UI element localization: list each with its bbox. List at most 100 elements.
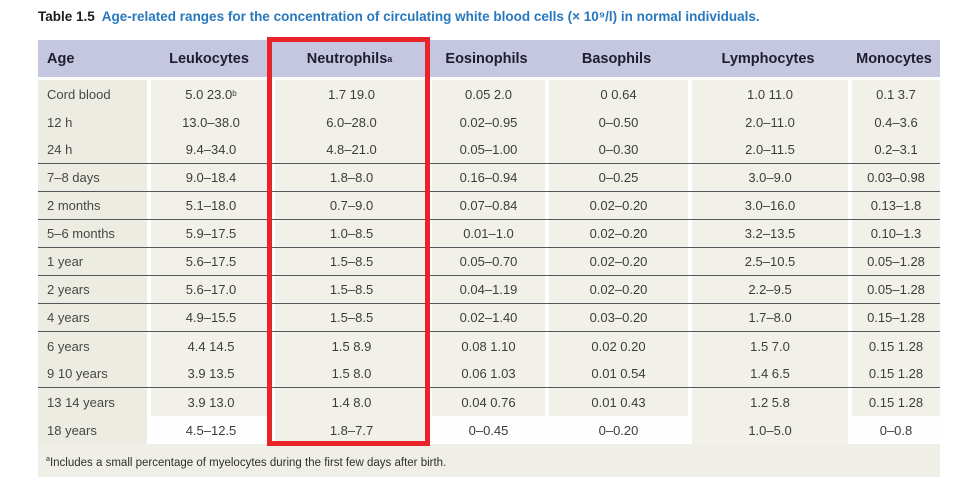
cell-eosinophils: 0.02–0.95 (428, 108, 545, 136)
table-row: 2 months 5.1–18.0 0.7–9.0 0.07–0.84 0.02… (38, 192, 940, 220)
cell-monocytes: 0–0.8 (848, 416, 940, 444)
cell-monocytes: 0.15–1.28 (848, 304, 940, 331)
cell-eosinophils: 0.05–1.00 (428, 136, 545, 163)
header-monocytes: Monocytes (856, 50, 932, 67)
cell-basophils: 0.02–0.20 (545, 220, 688, 247)
cell-age: 13 14 years (38, 388, 147, 416)
table-number: Table 1.5 (38, 9, 95, 24)
cell-basophils: 0 0.64 (545, 80, 688, 108)
cell-monocytes: 0.03–0.98 (848, 164, 940, 191)
table-row: Cord blood 5.0 23.0 b 1.7 19.0 0.05 2.0 0… (38, 80, 940, 108)
cell-lymphocytes: 1.2 5.8 (688, 388, 848, 416)
cell-lymphocytes: 3.0–9.0 (688, 164, 848, 191)
table-title: Table 1.5 Age-related ranges for the conc… (38, 9, 760, 24)
table-row: 6 years 4.4 14.5 1.5 8.9 0.08 1.10 0.02 … (38, 332, 940, 360)
cell-monocytes: 0.05–1.28 (848, 248, 940, 275)
header-neutrophils: Neutrophils a (306, 50, 393, 67)
cell-leukocytes: 3.9 13.5 (147, 360, 271, 387)
cell-age: 4 years (38, 304, 147, 331)
cell-eosinophils: 0–0.45 (428, 416, 545, 444)
cell-monocytes: 0.2–3.1 (848, 136, 940, 163)
cell-age: 9 10 years (38, 360, 147, 387)
cell-monocytes: 0.13–1.8 (848, 192, 940, 219)
cell-neutrophils: 4.8–21.0 (271, 136, 428, 163)
cell-eosinophils: 0.07–0.84 (428, 192, 545, 219)
cell-age: 18 years (38, 416, 147, 444)
cell-basophils: 0–0.30 (545, 136, 688, 163)
cell-neutrophils: 1.4 8.0 (271, 388, 428, 416)
cell-lymphocytes: 1.0 11.0 (688, 80, 848, 108)
cell-neutrophils: 1.8–8.0 (271, 164, 428, 191)
table-row: 2 years 5.6–17.0 1.5–8.5 0.04–1.19 0.02–… (38, 276, 940, 304)
cell-leukocytes: 4.4 14.5 (147, 332, 271, 360)
cell-neutrophils: 0.7–9.0 (271, 192, 428, 219)
header-leukocytes: Leukocytes (169, 50, 249, 67)
cell-basophils: 0–0.50 (545, 108, 688, 136)
table-row: 4 years 4.9–15.5 1.5–8.5 0.02–1.40 0.03–… (38, 304, 940, 332)
cell-monocytes: 0.15 1.28 (848, 388, 940, 416)
cell-lymphocytes: 2.2–9.5 (688, 276, 848, 303)
cell-neutrophils: 1.7 19.0 (271, 80, 428, 108)
cell-basophils: 0.02–0.20 (545, 248, 688, 275)
cell-leukocytes: 9.0–18.4 (147, 164, 271, 191)
cell-leukocytes: 9.4–34.0 (147, 136, 271, 163)
table-row: 13 14 years 3.9 13.0 1.4 8.0 0.04 0.76 0… (38, 388, 940, 416)
cell-basophils: 0.02–0.20 (545, 276, 688, 303)
cell-monocytes: 0.10–1.3 (848, 220, 940, 247)
cell-age: 7–8 days (38, 164, 147, 191)
cell-leukocytes: 13.0–38.0 (147, 108, 271, 136)
cell-lymphocytes: 1.5 7.0 (688, 332, 848, 360)
cell-lymphocytes: 1.0–5.0 (688, 416, 848, 444)
table-body: Cord blood 5.0 23.0 b 1.7 19.0 0.05 2.0 0… (38, 80, 940, 444)
header-lymphocytes: Lymphocytes (721, 50, 815, 67)
footnote-marker: a (46, 455, 50, 464)
cell-lymphocytes: 2.0–11.5 (688, 136, 848, 163)
cell-eosinophils: 0.05 2.0 (428, 80, 545, 108)
cell-monocytes: 0.05–1.28 (848, 276, 940, 303)
cell-age: 24 h (38, 136, 147, 163)
table-row: 1 year 5.6–17.5 1.5–8.5 0.05–0.70 0.02–0… (38, 248, 940, 276)
cell-leukocytes: 5.6–17.0 (147, 276, 271, 303)
cell-leukocytes: 5.6–17.5 (147, 248, 271, 275)
cell-eosinophils: 0.02–1.40 (428, 304, 545, 331)
cell-age: Cord blood (38, 80, 147, 108)
cell-basophils: 0–0.25 (545, 164, 688, 191)
cell-age: 12 h (38, 108, 147, 136)
cell-neutrophils: 1.5–8.5 (271, 304, 428, 331)
cell-lymphocytes: 2.0–11.0 (688, 108, 848, 136)
cell-eosinophils: 0.06 1.03 (428, 360, 545, 387)
header-basophils: Basophils (581, 50, 652, 67)
cell-basophils: 0–0.20 (545, 416, 688, 444)
cell-eosinophils: 0.05–0.70 (428, 248, 545, 275)
footnote-text: Includes a small percentage of myelocyte… (49, 457, 447, 469)
cell-basophils: 0.01 0.54 (545, 360, 688, 387)
cell-neutrophils: 1.5 8.9 (271, 332, 428, 360)
cell-eosinophils: 0.16–0.94 (428, 164, 545, 191)
cell-basophils: 0.02–0.20 (545, 192, 688, 219)
cell-neutrophils: 1.5–8.5 (271, 276, 428, 303)
cell-lymphocytes: 1.7–8.0 (688, 304, 848, 331)
cell-monocytes: 0.15 1.28 (848, 332, 940, 360)
cell-basophils: 0.03–0.20 (545, 304, 688, 331)
table-header-row: Age Leukocytes Neutrophils a Eosinophils … (38, 40, 940, 77)
cell-basophils: 0.02 0.20 (545, 332, 688, 360)
cell-leukocytes: 4.9–15.5 (147, 304, 271, 331)
cell-age: 1 year (38, 248, 147, 275)
cell-neutrophils: 6.0–28.0 (271, 108, 428, 136)
header-age: Age (47, 50, 75, 67)
cell-neutrophils: 1.5 8.0 (271, 360, 428, 387)
header-eosinophils: Eosinophils (445, 50, 528, 67)
cell-neutrophils: 1.5–8.5 (271, 248, 428, 275)
cell-age: 2 years (38, 276, 147, 303)
cell-monocytes: 0.1 3.7 (848, 80, 940, 108)
cell-eosinophils: 0.01–1.0 (428, 220, 545, 247)
cell-neutrophils: 1.8–7.7 (271, 416, 428, 444)
cell-eosinophils: 0.04–1.19 (428, 276, 545, 303)
table-row: 18 years 4.5–12.5 1.8–7.7 0–0.45 0–0.20 … (38, 416, 940, 444)
cell-basophils: 0.01 0.43 (545, 388, 688, 416)
table-row: 24 h 9.4–34.0 4.8–21.0 0.05–1.00 0–0.30 … (38, 136, 940, 164)
table-row: 5–6 months 5.9–17.5 1.0–8.5 0.01–1.0 0.0… (38, 220, 940, 248)
wbc-ranges-table: Age Leukocytes Neutrophils a Eosinophils … (38, 37, 940, 477)
cell-leukocytes: 5.1–18.0 (147, 192, 271, 219)
